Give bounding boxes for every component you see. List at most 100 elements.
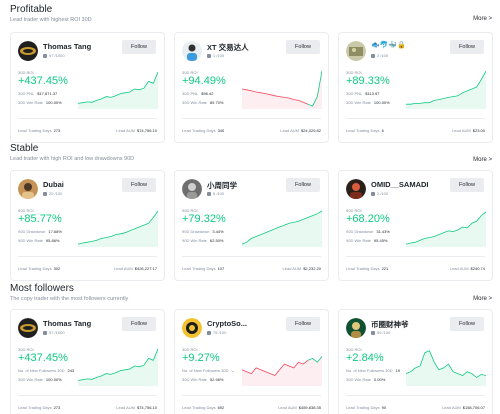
footer-label: Lead AUM xyxy=(116,405,135,410)
trader-card[interactable]: CryptoSo... 75 /100 Follow 30D ROI +9.27% No.… xyxy=(174,309,329,414)
roi-label: 90D ROI xyxy=(346,208,362,213)
trader-card[interactable]: XT 交易达人 1 /100 Follow 30D ROI +94.49% 30D PNL… xyxy=(174,32,329,143)
roi-value: +9.27% xyxy=(182,352,220,364)
footer-label: Lead AUM xyxy=(114,266,133,271)
footer-label: Lead Trading Days xyxy=(346,266,380,271)
follow-button[interactable]: Follow xyxy=(122,178,156,192)
metric-value: -- xyxy=(231,368,235,373)
metric-row-1: 30D PNL $17,871.37 xyxy=(18,91,57,96)
footer-label: Lead AUM xyxy=(282,266,302,271)
footer-value: $74,756.10 xyxy=(136,405,157,410)
trader-card[interactable]: Dubai 20 /100 Follow 90D ROI +85.77% 90D Draw… xyxy=(10,170,165,281)
section-subtitle: Lead trader with highest ROI 30D xyxy=(10,17,92,23)
more-link[interactable]: More > xyxy=(473,16,492,22)
metric-label: 30D PNL xyxy=(18,91,35,96)
footer-label: Lead Trading Days xyxy=(182,266,216,271)
metric-value: $96.42 xyxy=(201,91,214,96)
follow-button[interactable]: Follow xyxy=(450,317,484,331)
trader-card[interactable]: Thomas Tang 97 /1000 Follow 30D ROI +437.45%… xyxy=(10,309,165,414)
lead-trading-days: Lead Trading Days 340 xyxy=(182,128,224,133)
metric-label: 30D Win Rate xyxy=(182,100,207,105)
avatar[interactable] xyxy=(18,41,38,61)
metric-value: 31.43% xyxy=(376,229,390,234)
lead-aum: Lead AUM $459,838.35 xyxy=(278,405,321,410)
metric-row-2: 30D Win Rate 100.00% xyxy=(18,377,62,382)
trader-name[interactable]: Thomas Tang xyxy=(43,42,92,51)
trader-card[interactable]: OMID__SAMADI 2 /100 Follow 90D ROI +68.20% 90… xyxy=(338,170,493,281)
follower-count: 75 /100 xyxy=(207,330,226,335)
avatar[interactable] xyxy=(18,318,38,338)
trader-name[interactable]: 币圈财神爷 xyxy=(371,320,409,329)
footer-value: 221 xyxy=(381,266,389,271)
trader-name[interactable]: CryptoSo... xyxy=(207,319,248,328)
follow-button[interactable]: Follow xyxy=(450,178,484,192)
follow-button[interactable]: Follow xyxy=(122,40,156,54)
footer-label: Lead AUM xyxy=(116,128,135,133)
lead-trading-days: Lead Trading Days 90 xyxy=(346,405,386,410)
trader-card[interactable]: 小周同学 6 /100 Follow 90D ROI +79.32% 90D Drawdo… xyxy=(174,170,329,281)
metric-row-1: 30D PNL $96.42 xyxy=(182,91,213,96)
roi-sparkline xyxy=(241,346,323,386)
footer-label: Lead Trading Days xyxy=(18,405,52,410)
metric-label: No. of New Followers 30D xyxy=(182,368,229,373)
footer-value: $74,756.10 xyxy=(136,128,157,133)
section-most-followers: Most followers The copy trader with the … xyxy=(0,276,500,414)
metric-row-1: 30D PNL $113.97 xyxy=(346,91,379,96)
lead-aum: Lead AUM $74,756.10 xyxy=(116,128,157,133)
divider xyxy=(18,118,157,119)
trader-name[interactable]: OMID__SAMADI xyxy=(371,180,429,189)
trader-name[interactable]: 小周同学 xyxy=(207,181,237,190)
metric-value: 95.45% xyxy=(373,238,388,243)
lead-trading-days: Lead Trading Days 221 xyxy=(346,266,388,271)
metric-row-2: 90D Win Rate 62.50% xyxy=(182,238,223,243)
footer-value: $240.74 xyxy=(470,266,485,271)
footer-value: 340 xyxy=(217,128,225,133)
divider xyxy=(182,256,321,257)
follow-button[interactable]: Follow xyxy=(286,178,320,192)
metric-label: 30D Win Rate xyxy=(18,377,43,382)
lead-aum: Lead AUM $158,706.07 xyxy=(442,405,485,410)
trader-card[interactable]: Thomas Tang 97 /1000 Follow 30D ROI +437.45%… xyxy=(10,32,165,143)
trader-name[interactable]: Dubai xyxy=(43,180,64,189)
follow-button[interactable]: Follow xyxy=(286,317,320,331)
avatar[interactable] xyxy=(182,179,202,199)
roi-sparkline xyxy=(77,207,159,247)
metric-value: 62.50% xyxy=(209,238,224,243)
footer-value: 6 xyxy=(381,128,384,133)
follower-count-text: 1 /100 xyxy=(213,53,225,58)
follower-count: 2 /100 xyxy=(371,191,388,196)
avatar[interactable] xyxy=(346,41,366,61)
follower-count: 2 /100 xyxy=(371,53,388,58)
metric-value: 89.70% xyxy=(209,100,224,105)
lead-aum: Lead AUM $74,756.10 xyxy=(116,405,157,410)
avatar[interactable] xyxy=(182,318,202,338)
avatar[interactable] xyxy=(346,318,366,338)
footer-label: Lead AUM xyxy=(442,405,461,410)
roi-label: 30D ROI xyxy=(346,347,362,352)
footer-value: 302 xyxy=(53,266,61,271)
more-link[interactable]: More > xyxy=(473,296,492,302)
metric-row-2: 30D Win Rate 89.70% xyxy=(182,100,223,105)
trader-card[interactable]: 币圈财神爷 59 /100 Follow 30D ROI +2.84% No. of Ne… xyxy=(338,309,493,414)
followers-icon xyxy=(371,330,375,335)
trader-name[interactable]: Thomas Tang xyxy=(43,319,92,328)
trader-card[interactable]: 🐟🐬🐳🔒 2 /100 Follow 30D ROI +89.33% 30D PNL $11… xyxy=(338,32,493,143)
section-stable: Stable Lead trader with high ROI and low… xyxy=(0,138,500,276)
follow-button[interactable]: Follow xyxy=(286,40,320,54)
avatar[interactable] xyxy=(182,41,202,61)
metric-row-2: 30D Win Rate 100.00% xyxy=(18,100,62,105)
avatar[interactable] xyxy=(18,179,38,199)
trader-name[interactable]: XT 交易达人 xyxy=(207,43,249,52)
lead-aum: Lead AUM $240.74 xyxy=(450,266,485,271)
avatar[interactable] xyxy=(346,179,366,199)
metric-label: 90D Drawdown xyxy=(18,229,46,234)
roi-value: +79.32% xyxy=(182,213,226,225)
more-link[interactable]: More > xyxy=(473,157,492,163)
metric-value: 19 xyxy=(395,368,400,373)
metric-row-2: 30D Win Rate 0.00% xyxy=(346,377,385,382)
footer-value: $158,706.07 xyxy=(462,405,485,410)
follow-button[interactable]: Follow xyxy=(450,40,484,54)
trader-name-icons: 🐟🐬🐳🔒 xyxy=(371,42,406,49)
roi-sparkline xyxy=(405,207,487,247)
follow-button[interactable]: Follow xyxy=(122,317,156,331)
